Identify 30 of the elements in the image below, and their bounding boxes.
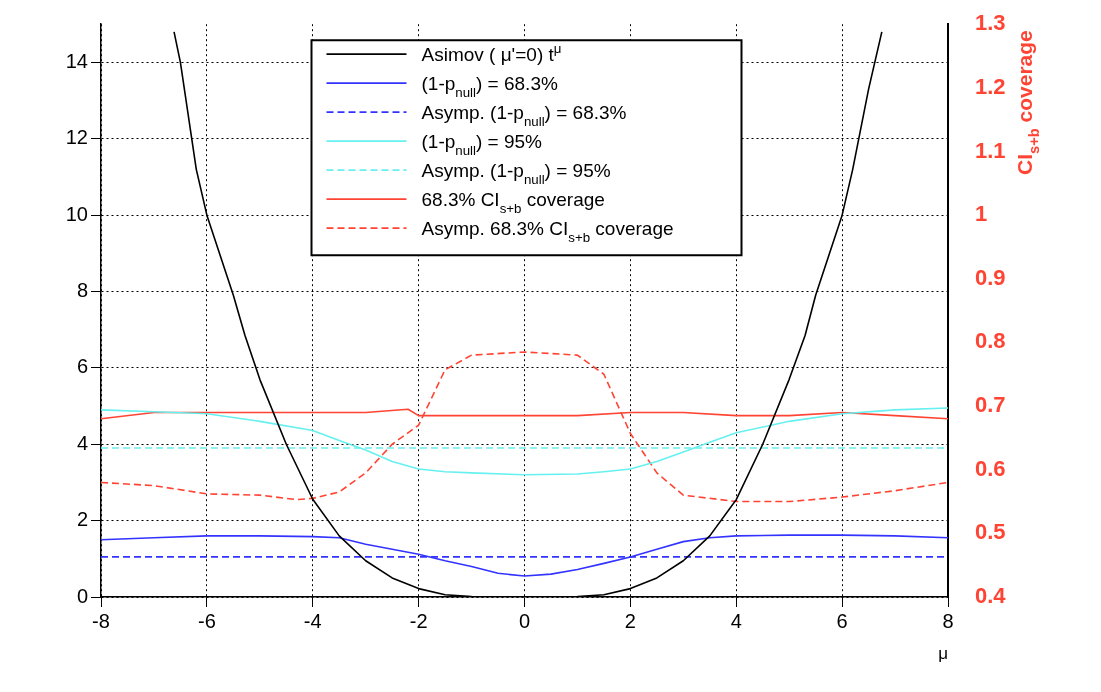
y2-tick-label: 1.3: [975, 10, 1006, 36]
x-tick-label: 6: [836, 609, 848, 632]
y2-tick-label: 0.9: [975, 264, 1006, 290]
y-tick-label: 10: [65, 202, 88, 225]
y2-tick-label: 1.1: [975, 137, 1006, 163]
y2-tick-label: 0.4: [975, 583, 1007, 609]
x-tick-label: -6: [197, 609, 216, 632]
x-tick-label: 4: [730, 609, 742, 632]
x-tick-label: 2: [624, 609, 636, 632]
y2-tick-label: 0.6: [975, 455, 1006, 481]
x-tick-label: 0: [518, 609, 531, 632]
x-tick-label: -2: [409, 609, 428, 632]
x-tick-label: 8: [942, 609, 954, 632]
line-series: [101, 351, 948, 503]
y-tick-label: 12: [65, 126, 88, 149]
y-tick-label: 4: [76, 431, 88, 454]
y2-tick-label: 0.8: [975, 328, 1006, 354]
y2-tick-label: 0.5: [975, 519, 1006, 545]
y-tick-label: 0: [76, 584, 88, 607]
y-tick-label: 14: [65, 49, 88, 72]
y2-tick-label: 0.7: [975, 392, 1006, 418]
x-tick-label: -8: [92, 609, 110, 632]
y2-axis-title: CIs+b coverage: [1013, 30, 1043, 175]
y2-tick-label: 1: [975, 201, 988, 227]
x-tick-label: -4: [303, 609, 322, 632]
y-tick-label: 6: [76, 355, 88, 378]
y-tick-label: 8: [76, 279, 88, 302]
y2-tick-label: 1.2: [975, 73, 1006, 99]
y-tick-label: 2: [76, 508, 88, 531]
x-axis-title: μ: [938, 644, 948, 663]
